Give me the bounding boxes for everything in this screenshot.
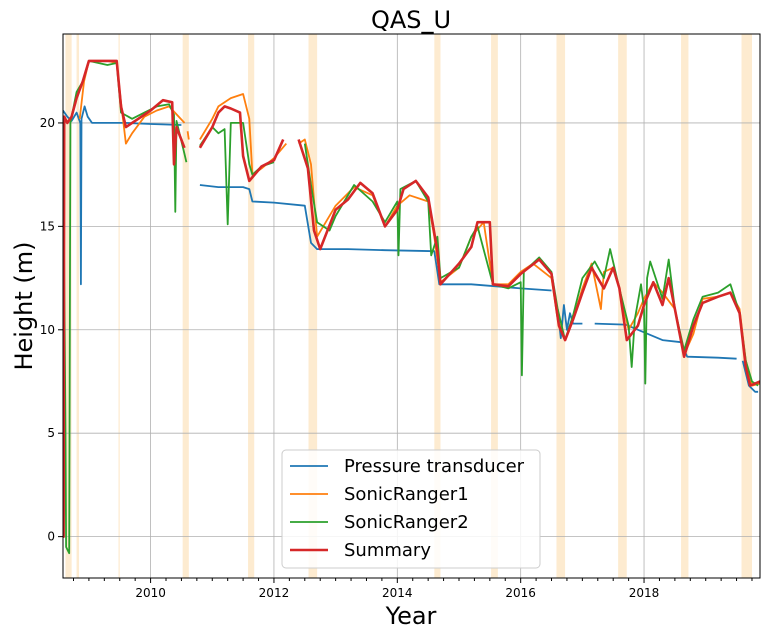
legend-entry: SonicRanger1 — [344, 484, 469, 505]
legend-box — [281, 449, 541, 569]
shaded-period-10 — [681, 34, 689, 578]
shaded-period-6 — [434, 34, 441, 578]
series-line-summary-0 — [63, 59, 186, 538]
series-line-sonicranger2-1 — [199, 122, 275, 226]
chart-title: QAS_U — [371, 6, 451, 34]
shaded-period-8 — [556, 34, 566, 578]
series-line-pressure-transducer-0 — [63, 105, 182, 286]
series-line-pressure-transducer-2 — [556, 304, 583, 339]
shaded-period-0 — [65, 34, 72, 578]
shaded-period-1 — [76, 34, 80, 578]
legend-entry: SonicRanger2 — [344, 512, 469, 533]
legend-entry: Summary — [344, 540, 431, 561]
plot-area: 2010 2012 2014 2016 2018 0 5 10 15 20 — [40, 33, 761, 600]
y-tick-label: 0 — [47, 530, 55, 544]
shaded-period-2 — [118, 34, 120, 578]
y-tick-label: 10 — [40, 323, 55, 337]
x-tick-label: 2016 — [505, 586, 536, 600]
series-line-summary-2 — [297, 139, 760, 387]
shaded-period-4 — [248, 34, 255, 578]
series-line-sonicranger1-1 — [186, 131, 190, 140]
axes-frame — [62, 33, 761, 579]
x-tick-label: 2014 — [382, 586, 413, 600]
x-tick-label: 2010 — [135, 586, 166, 600]
series-line-pressure-transducer-1 — [199, 184, 552, 292]
series-line-pressure-transducer-3 — [594, 322, 737, 360]
x-axis-label: Year — [385, 602, 437, 630]
shaded-period-7 — [491, 34, 498, 578]
shaded-period-11 — [741, 34, 752, 578]
y-axis-label: Height (m) — [10, 241, 38, 370]
x-tick-label: 2018 — [629, 586, 660, 600]
x-tick-label: 2012 — [259, 586, 290, 600]
y-tick-label: 20 — [40, 116, 55, 130]
shaded-period-3 — [182, 34, 189, 578]
legend-entry: Pressure transducer — [344, 456, 525, 477]
y-tick-label: 5 — [47, 426, 55, 440]
y-tick-label: 15 — [40, 219, 55, 233]
series-line-sonicranger1-3 — [298, 138, 760, 387]
shaded-period-5 — [308, 34, 318, 578]
series-line-summary-1 — [198, 105, 285, 183]
legend: Pressure transducer SonicRanger1 SonicRang… — [281, 449, 541, 569]
series-line-pressure-transducer-4 — [741, 360, 759, 393]
